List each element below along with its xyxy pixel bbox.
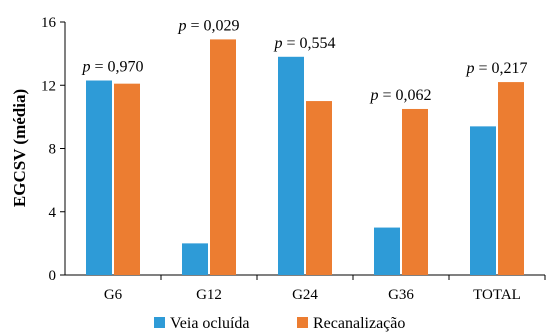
bar-recanaliza-o-g24 — [306, 101, 332, 275]
legend-label-2: Recanalização — [313, 315, 405, 332]
bar-recanaliza-o-g6 — [114, 83, 140, 275]
y-tick-label: 8 — [49, 142, 57, 158]
y-tick-label: 12 — [41, 78, 56, 94]
bar-veia-oclu-da-g36 — [374, 227, 400, 275]
legend: Veia ocluída Recanalização — [154, 315, 405, 332]
x-tick-label: G36 — [388, 287, 414, 303]
legend-swatch-1 — [154, 317, 165, 328]
bar-recanaliza-o-g36 — [402, 108, 428, 275]
y-tick-label: 4 — [49, 205, 57, 221]
p-value-annotation: p = 0,217 — [465, 60, 527, 77]
y-axis-title: EGCSV (média) — [10, 89, 29, 207]
p-value-annotation: p = 0,029 — [177, 17, 239, 34]
bar-recanaliza-o-g12 — [210, 39, 236, 275]
p-value-annotation: p = 0,554 — [273, 35, 335, 52]
bar-veia-oclu-da-total — [470, 126, 496, 275]
y-tick-label: 0 — [49, 268, 57, 284]
p-value-annotation: p = 0,970 — [81, 59, 143, 76]
x-tick-label: G24 — [292, 287, 318, 303]
p-value-annotation: p = 0,062 — [369, 87, 431, 104]
x-tick-label: G6 — [104, 287, 123, 303]
bar-veia-oclu-da-g12 — [182, 243, 208, 275]
y-tick-label: 16 — [41, 15, 57, 31]
bar-veia-oclu-da-g24 — [278, 56, 304, 275]
x-tick-label: TOTAL — [473, 287, 521, 303]
legend-label-1: Veia ocluída — [170, 315, 250, 332]
legend-swatch-2 — [297, 317, 308, 328]
bar-recanaliza-o-total — [498, 82, 524, 276]
bar-veia-oclu-da-g6 — [86, 80, 112, 275]
plot-area: 0 4 8 12 16 G6 p = 0,970 G12 p = 0,029 G24 p = 0,5… — [41, 15, 546, 303]
x-tick-label: G12 — [196, 287, 222, 303]
